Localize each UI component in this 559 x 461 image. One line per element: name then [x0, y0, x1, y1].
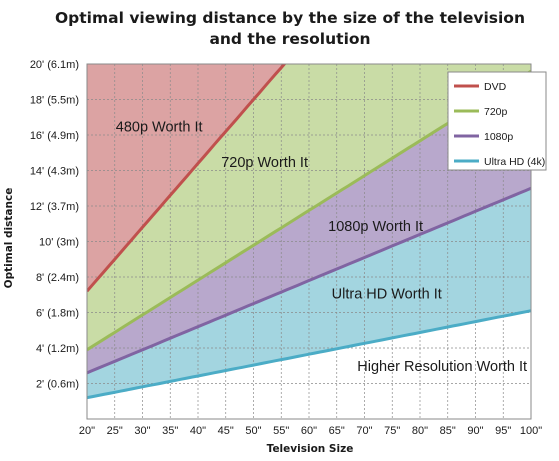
- x-tick-label: 20": [79, 425, 95, 437]
- chart-subtitle: and the resolution: [209, 30, 370, 48]
- y-tick-label: 16' (4.9m): [30, 130, 79, 142]
- x-tick-label: 55": [273, 425, 289, 437]
- legend-label-ultra-hd-4k: Ultra HD (4k): [484, 156, 545, 168]
- x-tick-label: 85": [440, 425, 456, 437]
- legend-label-dvd: DVD: [484, 81, 507, 93]
- series-line-dvd: [87, 64, 287, 293]
- x-tick-label: 75": [384, 425, 400, 437]
- y-tick-label: 12' (3.7m): [30, 201, 79, 213]
- x-tick-label: 30": [134, 425, 150, 437]
- x-axis-title: Television Size: [267, 443, 354, 455]
- x-axis-ticks: 20" 25" 30" 35" 40" 45" 50" 55" 60" 65" 70" 75" 80" 8…: [79, 425, 542, 437]
- x-tick-label: 40": [190, 425, 206, 437]
- region-label-ultra-hd-worth-it: Ultra HD Worth It: [332, 286, 442, 302]
- series-line-ultra-hd-4k: [87, 309, 531, 400]
- region-label-higher-resolution-worth-it: Higher Resolution Worth It: [357, 359, 527, 375]
- x-tick-label: 80": [412, 425, 428, 437]
- y-tick-label: 10' (3m): [39, 237, 79, 249]
- y-tick-label: 14' (4.3m): [30, 166, 79, 178]
- y-tick-label: 2' (0.6m): [36, 379, 79, 391]
- x-tick-label: 60": [301, 425, 317, 437]
- y-axis-ticks: 2' (0.6m) 4' (1.2m) 6' (1.8m) 8' (2.4m) 10' …: [30, 59, 79, 391]
- region-label-1080p-worth-it: 1080p Worth It: [328, 219, 423, 235]
- y-tick-label: 6' (1.8m): [36, 308, 79, 320]
- legend-label-720p: 720p: [484, 106, 508, 118]
- y-tick-label: 8' (2.4m): [36, 272, 79, 284]
- chart-title: Optimal viewing distance by the size of …: [55, 9, 525, 27]
- x-tick-label: 100": [520, 425, 542, 437]
- x-tick-label: 65": [329, 425, 345, 437]
- plot-border: [86, 63, 532, 420]
- series-line-1080p: [87, 186, 531, 375]
- y-tick-label: 4' (1.2m): [36, 343, 79, 355]
- legend: DVD 720p 1080p Ultra HD (4k): [447, 71, 547, 171]
- region-label-480p-worth-it: 480p Worth It: [116, 119, 203, 135]
- region-label-720p-worth-it: 720p Worth It: [221, 155, 308, 171]
- region-labels: 480p Worth It 720p Worth It 1080p Worth It…: [116, 119, 527, 375]
- legend-box: [447, 71, 547, 171]
- y-axis-title: Optimal distance: [3, 188, 15, 289]
- plot-area: [87, 64, 531, 398]
- x-tick-label: 90": [467, 425, 483, 437]
- y-tick-label: 18' (5.5m): [30, 95, 79, 107]
- legend-label-1080p: 1080p: [484, 131, 513, 143]
- x-tick-label: 50": [245, 425, 261, 437]
- x-tick-label: 70": [356, 425, 372, 437]
- x-tick-label: 95": [495, 425, 511, 437]
- x-tick-label: 35": [162, 425, 178, 437]
- y-tick-label: 20' (6.1m): [30, 59, 79, 71]
- x-tick-label: 25": [107, 425, 123, 437]
- x-tick-label: 45": [218, 425, 234, 437]
